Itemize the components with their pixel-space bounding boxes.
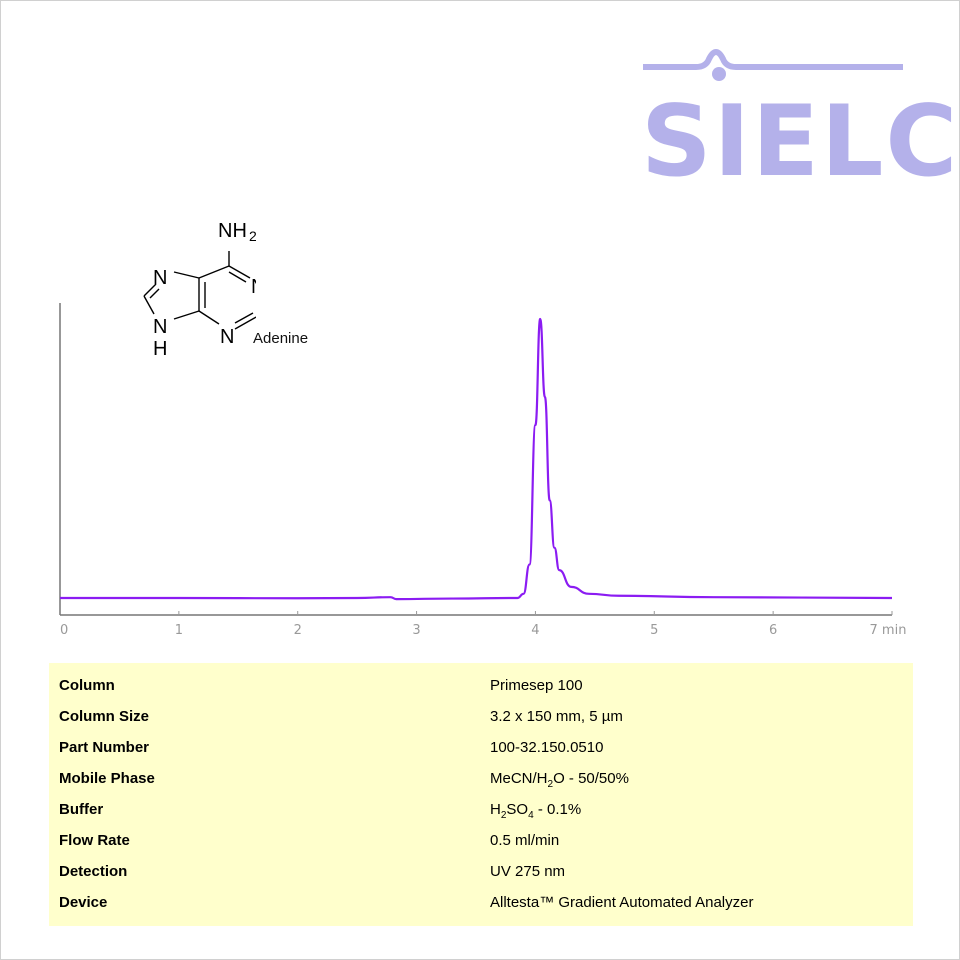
row-value: H2SO4 - 0.1%: [490, 801, 582, 821]
x-tick-label: 2: [294, 623, 302, 638]
table-row: Column Size 3.2 x 150 mm, 5 µm: [49, 694, 913, 725]
x-tick-label: 6: [769, 623, 777, 638]
adenine-structure: NH 2 N N N N H: [143, 220, 256, 360]
table-row: Buffer H2SO4 - 0.1%: [49, 787, 913, 821]
nh2-subscript: 2: [249, 228, 256, 244]
atom-n7: N: [153, 267, 167, 289]
x-tick-label: 1: [175, 623, 183, 638]
compound-name: Adenine: [253, 330, 309, 347]
table-row: Part Number 100-32.150.0510: [49, 725, 913, 756]
table-row: Detection UV 275 nm: [49, 849, 913, 880]
table-row: Mobile Phase MeCN/H2O - 50/50%: [49, 756, 913, 790]
atom-h9: H: [153, 338, 167, 360]
logo-text: SIELC: [641, 85, 960, 199]
x-tick-label: 3: [412, 623, 420, 638]
x-tick-label: 5: [650, 623, 658, 638]
table-row: Column Primesep 100: [49, 663, 913, 694]
row-label: Mobile Phase: [59, 770, 155, 787]
row-value: Primesep 100: [490, 677, 583, 694]
row-label: Flow Rate: [59, 832, 130, 849]
row-value: 0.5 ml/min: [490, 832, 560, 849]
row-value: UV 275 nm: [490, 863, 566, 880]
x-tick-label: 0: [60, 623, 68, 638]
table-row: Flow Rate 0.5 ml/min: [49, 818, 913, 849]
x-tick-label: 7 min: [870, 623, 907, 638]
sielc-logo: SIELC: [641, 41, 957, 191]
chromatogram-trace: [59, 317, 893, 601]
row-value: 3.2 x 150 mm, 5 µm: [490, 708, 623, 725]
row-label: Buffer: [59, 801, 104, 818]
row-value: 100-32.150.0510: [490, 739, 604, 756]
atom-n3: N: [220, 326, 234, 348]
atom-n1: N: [251, 276, 256, 298]
logo-wave-icon: [643, 49, 903, 81]
method-table: Column Primesep 100 Column Size 3.2 x 150 m…: [49, 663, 913, 926]
atom-n9: N: [153, 316, 167, 338]
nh2-label: NH: [218, 220, 247, 242]
row-label: Column Size: [59, 708, 150, 725]
chromatogram-chart: 0 1 2 3 4 5 6 7 min: [59, 303, 907, 638]
table-row: Device Alltesta™ Gradient Automated Analy…: [49, 880, 913, 911]
row-label: Part Number: [59, 739, 150, 756]
x-tick-label: 4: [531, 623, 539, 638]
row-label: Column: [59, 677, 115, 694]
row-value: MeCN/H2O - 50/50%: [490, 770, 629, 790]
row-label: Device: [59, 894, 108, 911]
row-value: Alltesta™ Gradient Automated Analyzer: [490, 894, 754, 911]
row-label: Detection: [59, 863, 128, 880]
